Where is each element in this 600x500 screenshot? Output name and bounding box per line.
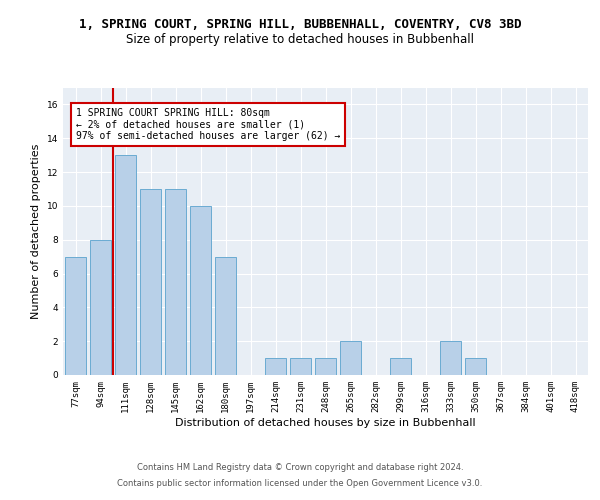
- Bar: [65, 256, 86, 375]
- Text: Contains public sector information licensed under the Open Government Licence v3: Contains public sector information licen…: [118, 478, 482, 488]
- Bar: [390, 358, 411, 375]
- X-axis label: Distribution of detached houses by size in Bubbenhall: Distribution of detached houses by size …: [175, 418, 476, 428]
- Bar: [165, 189, 186, 375]
- Bar: [215, 256, 236, 375]
- Text: Size of property relative to detached houses in Bubbenhall: Size of property relative to detached ho…: [126, 32, 474, 46]
- Bar: [440, 341, 461, 375]
- Bar: [90, 240, 111, 375]
- Bar: [140, 189, 161, 375]
- Text: 1 SPRING COURT SPRING HILL: 80sqm
← 2% of detached houses are smaller (1)
97% of: 1 SPRING COURT SPRING HILL: 80sqm ← 2% o…: [76, 108, 340, 141]
- Text: 1, SPRING COURT, SPRING HILL, BUBBENHALL, COVENTRY, CV8 3BD: 1, SPRING COURT, SPRING HILL, BUBBENHALL…: [79, 18, 521, 30]
- Bar: [315, 358, 336, 375]
- Bar: [340, 341, 361, 375]
- Y-axis label: Number of detached properties: Number of detached properties: [31, 144, 41, 319]
- Bar: [465, 358, 486, 375]
- Bar: [265, 358, 286, 375]
- Text: Contains HM Land Registry data © Crown copyright and database right 2024.: Contains HM Land Registry data © Crown c…: [137, 464, 463, 472]
- Bar: [190, 206, 211, 375]
- Bar: [290, 358, 311, 375]
- Bar: [115, 155, 136, 375]
